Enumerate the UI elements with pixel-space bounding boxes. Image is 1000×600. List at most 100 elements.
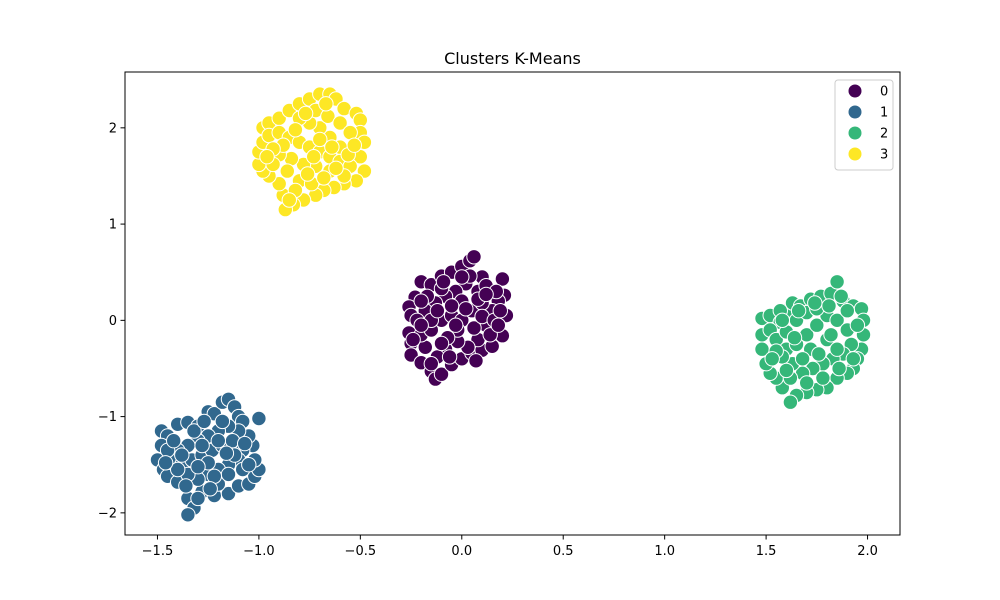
data-point-cluster-0 bbox=[443, 298, 460, 314]
legend-box bbox=[834, 79, 894, 171]
data-point-cluster-3 bbox=[279, 163, 295, 179]
data-point-cluster-1 bbox=[166, 433, 182, 449]
data-point-cluster-0 bbox=[494, 271, 511, 287]
legend: 0 1 2 3 bbox=[834, 79, 894, 171]
data-point-cluster-1 bbox=[202, 481, 218, 497]
data-point-cluster-1 bbox=[218, 445, 235, 461]
data-point-cluster-1 bbox=[190, 459, 206, 475]
data-point-cluster-3 bbox=[316, 170, 332, 186]
data-point-cluster-2 bbox=[823, 327, 839, 343]
data-point-cluster-1 bbox=[178, 478, 194, 494]
data-point-cluster-3 bbox=[328, 160, 344, 177]
y-axis: −2 −1 0 1 2 bbox=[98, 121, 125, 521]
y-tick-label: 2 bbox=[109, 121, 117, 136]
data-point-cluster-1 bbox=[241, 457, 257, 473]
data-point-cluster-3 bbox=[287, 122, 304, 138]
data-point-cluster-0 bbox=[435, 274, 452, 290]
x-tick-label: 0.0 bbox=[451, 544, 472, 559]
data-point-cluster-2 bbox=[794, 351, 811, 367]
data-point-cluster-0 bbox=[433, 366, 450, 382]
y-tick-label: 0 bbox=[109, 314, 117, 329]
data-point-cluster-3 bbox=[312, 131, 328, 148]
data-point-cluster-1 bbox=[251, 410, 267, 427]
data-point-cluster-1 bbox=[157, 455, 174, 471]
x-axis: −1.5 −1.0 −0.5 0.0 0.5 1.0 1.5 2.0 bbox=[142, 535, 878, 559]
x-tick-label: 2.0 bbox=[857, 544, 878, 559]
data-point-cluster-2 bbox=[839, 303, 855, 319]
x-tick-label: −1.5 bbox=[142, 544, 174, 559]
data-point-cluster-2 bbox=[782, 394, 799, 410]
legend-label: 0 bbox=[880, 85, 888, 100]
data-point-cluster-2 bbox=[845, 351, 861, 367]
data-point-cluster-3 bbox=[281, 192, 297, 208]
data-point-cluster-2 bbox=[811, 346, 827, 362]
y-tick-label: 1 bbox=[109, 218, 117, 233]
data-point-cluster-0 bbox=[448, 317, 464, 333]
data-point-cluster-2 bbox=[829, 274, 845, 290]
data-point-cluster-2 bbox=[786, 330, 803, 346]
data-point-cluster-3 bbox=[259, 149, 275, 165]
data-point-cluster-1 bbox=[220, 466, 237, 483]
data-point-cluster-0 bbox=[423, 356, 439, 372]
y-tick-label: −2 bbox=[98, 506, 117, 521]
x-tick-label: 1.5 bbox=[756, 544, 777, 559]
x-tick-label: −1.0 bbox=[243, 544, 275, 559]
data-point-cluster-0 bbox=[458, 301, 474, 317]
x-tick-label: 1.0 bbox=[654, 544, 675, 559]
data-point-cluster-2 bbox=[815, 370, 831, 386]
plot-frame bbox=[124, 71, 901, 536]
data-point-cluster-3 bbox=[346, 137, 362, 153]
data-point-cluster-3 bbox=[297, 105, 314, 122]
data-point-cluster-0 bbox=[454, 269, 470, 285]
data-point-cluster-1 bbox=[186, 423, 202, 439]
data-point-cluster-1 bbox=[194, 437, 210, 454]
data-point-cluster-3 bbox=[324, 139, 340, 155]
data-point-cluster-0 bbox=[466, 320, 482, 336]
data-point-cluster-2 bbox=[778, 362, 795, 379]
data-point-cluster-2 bbox=[764, 351, 780, 367]
data-point-cluster-1 bbox=[210, 433, 227, 449]
data-point-cluster-0 bbox=[478, 286, 494, 303]
data-point-cluster-1 bbox=[174, 447, 190, 463]
chart-title: Clusters K-Means bbox=[444, 49, 581, 68]
legend-label: 3 bbox=[880, 148, 888, 163]
data-point-cluster-0 bbox=[405, 331, 421, 348]
data-point-cluster-2 bbox=[833, 288, 849, 304]
data-point-cluster-2 bbox=[809, 317, 825, 333]
data-point-cluster-2 bbox=[790, 303, 807, 319]
legend-marker-3 bbox=[847, 146, 863, 162]
legend-marker-0 bbox=[847, 83, 863, 99]
data-point-cluster-3 bbox=[306, 149, 322, 165]
data-point-cluster-2 bbox=[829, 312, 845, 328]
data-point-cluster-2 bbox=[829, 341, 845, 357]
data-point-cluster-0 bbox=[466, 249, 482, 265]
data-point-cluster-3 bbox=[271, 176, 287, 192]
data-point-cluster-1 bbox=[180, 507, 196, 523]
data-point-cluster-2 bbox=[831, 360, 847, 377]
data-point-cluster-3 bbox=[332, 115, 348, 131]
data-point-cluster-3 bbox=[299, 166, 316, 182]
data-point-cluster-2 bbox=[849, 317, 866, 333]
legend-marker-1 bbox=[847, 104, 863, 120]
data-point-cluster-2 bbox=[774, 312, 790, 328]
legend-marker-2 bbox=[847, 125, 863, 141]
data-point-cluster-3 bbox=[318, 96, 334, 112]
data-point-cluster-0 bbox=[490, 317, 506, 333]
data-point-cluster-1 bbox=[214, 413, 231, 430]
data-point-cluster-1 bbox=[196, 413, 212, 430]
points-layer bbox=[149, 86, 872, 523]
legend-label: 1 bbox=[880, 106, 888, 121]
data-point-cluster-0 bbox=[413, 317, 429, 333]
data-point-cluster-2 bbox=[821, 298, 837, 314]
data-point-cluster-0 bbox=[413, 293, 429, 309]
legend-label: 2 bbox=[880, 127, 888, 142]
data-point-cluster-2 bbox=[799, 375, 815, 391]
data-point-cluster-0 bbox=[429, 303, 446, 319]
x-tick-label: 0.5 bbox=[553, 544, 574, 559]
data-point-cluster-0 bbox=[468, 353, 484, 369]
y-tick-label: −1 bbox=[98, 410, 117, 425]
data-point-cluster-1 bbox=[170, 461, 186, 478]
data-point-cluster-1 bbox=[190, 490, 206, 507]
data-point-cluster-0 bbox=[433, 335, 450, 352]
